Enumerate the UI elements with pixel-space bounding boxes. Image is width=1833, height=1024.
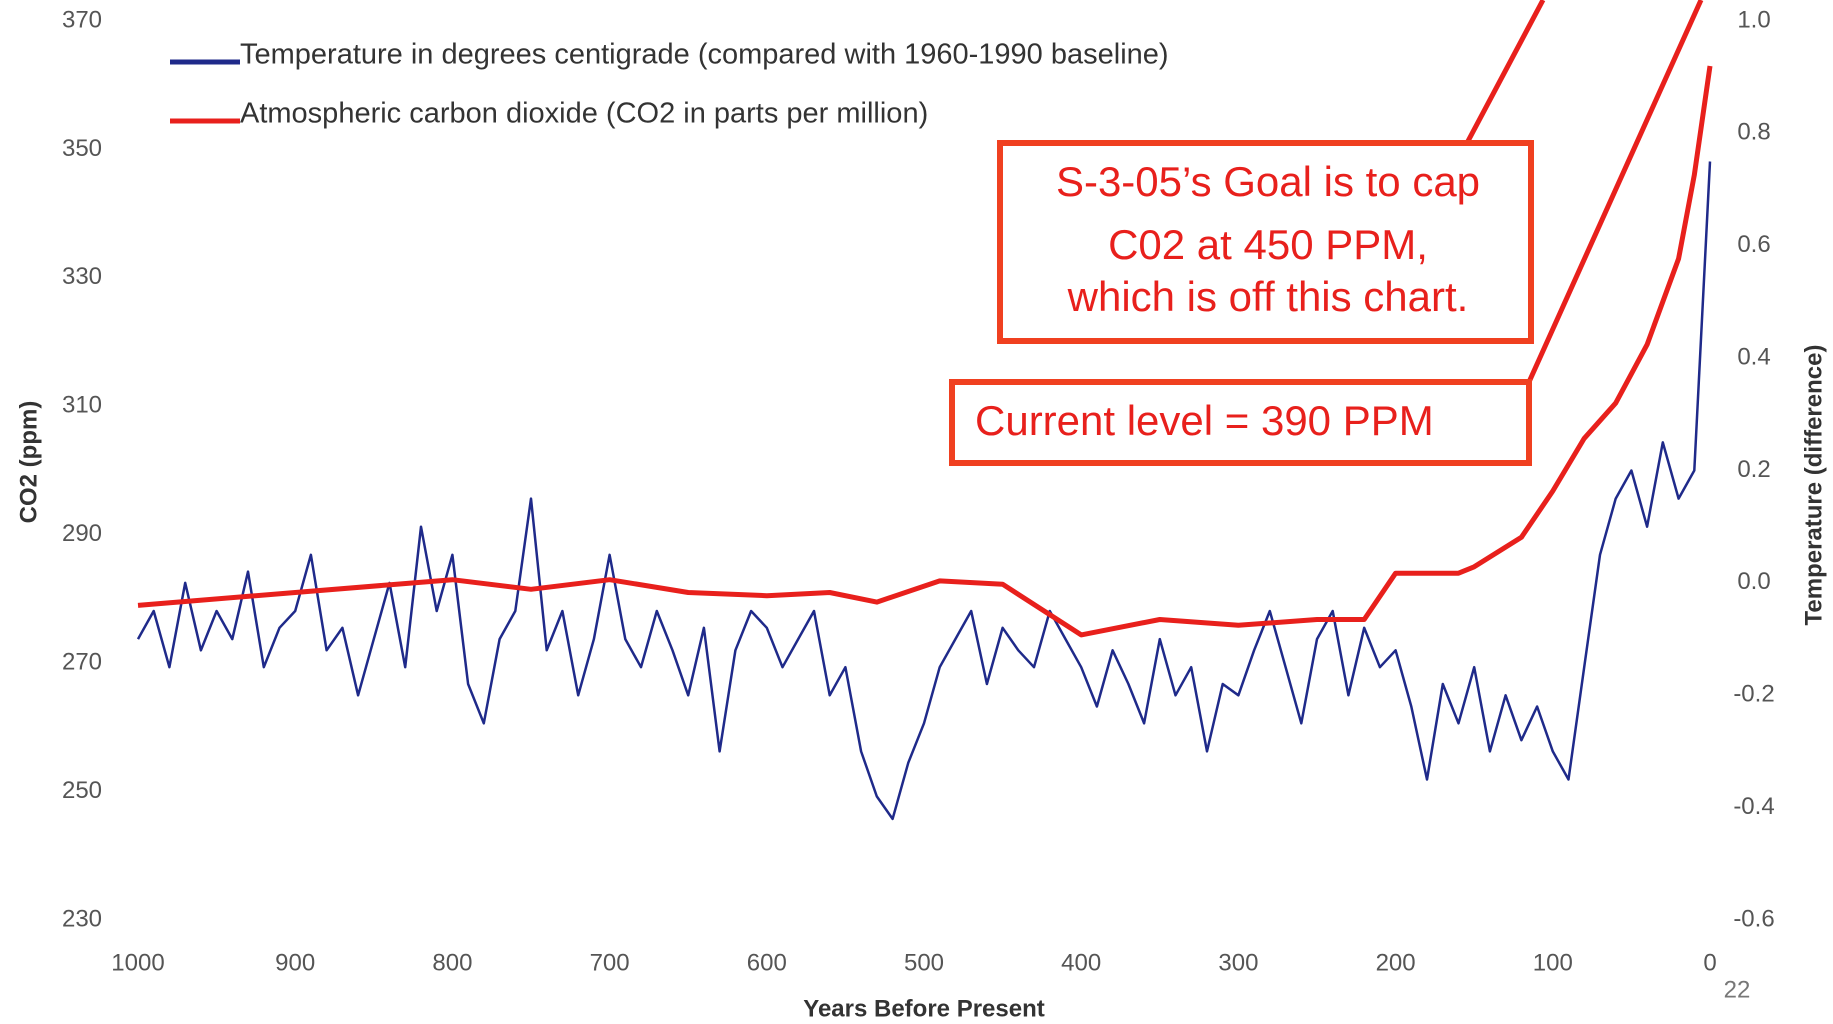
x-tick-label: 600 xyxy=(747,949,787,976)
annotation-text: S-3-05’s Goal is to cap xyxy=(1056,158,1480,205)
annotation-text: C02 at 450 PPM, xyxy=(1108,221,1428,268)
annotation-box xyxy=(949,379,1532,466)
annotation-box xyxy=(997,140,1534,344)
y2-tick-label: -0.4 xyxy=(1733,793,1774,820)
y2-axis-label: Temperature (difference) xyxy=(1800,345,1827,626)
x-tick-label: 500 xyxy=(904,949,944,976)
data-line xyxy=(136,161,1712,821)
x-tick-label: 100 xyxy=(1533,949,1573,976)
y-tick-label: 290 xyxy=(62,520,102,547)
x-tick-label: 900 xyxy=(275,949,315,976)
y2-tick-label: 0.6 xyxy=(1737,231,1770,258)
x-tick-label: 800 xyxy=(432,949,472,976)
annotation-text: which is off this chart. xyxy=(1067,273,1469,320)
y-tick-label: 330 xyxy=(62,263,102,290)
callout-line xyxy=(1526,0,1704,384)
x-tick-label: 300 xyxy=(1218,949,1258,976)
y2-tick-label: 0.0 xyxy=(1737,568,1770,595)
x-tick-label: 0 xyxy=(1703,949,1716,976)
y-tick-label: 370 xyxy=(62,6,102,33)
x-tick-label: 1000 xyxy=(111,949,164,976)
y2-tick-label: 0.2 xyxy=(1737,456,1770,483)
page-number: 22 xyxy=(1724,976,1751,1003)
y2-tick-label: -0.6 xyxy=(1733,905,1774,932)
legend-label: Temperature in degrees centigrade (compa… xyxy=(240,39,1169,71)
annotation-text: Current level = 390 PPM xyxy=(975,397,1434,444)
y-tick-label: 350 xyxy=(62,135,102,162)
y-tick-label: 270 xyxy=(62,648,102,675)
x-axis-label: Years Before Present xyxy=(803,995,1044,1022)
x-tick-label: 200 xyxy=(1376,949,1416,976)
data-line xyxy=(137,65,1713,638)
y-axis-label: CO2 (ppm) xyxy=(15,401,42,524)
y-tick-label: 250 xyxy=(62,777,102,804)
y2-tick-label: 0.8 xyxy=(1737,119,1770,146)
y2-tick-label: 0.4 xyxy=(1737,343,1770,370)
y-tick-label: 310 xyxy=(62,392,102,419)
callout-line xyxy=(1464,0,1546,145)
y2-tick-label: -0.2 xyxy=(1733,681,1774,708)
legend-label: Atmospheric carbon dioxide (CO2 in parts… xyxy=(240,98,928,130)
y-tick-label: 230 xyxy=(62,905,102,932)
x-tick-label: 700 xyxy=(590,949,630,976)
x-tick-label: 400 xyxy=(1061,949,1101,976)
y2-tick-label: 1.0 xyxy=(1737,6,1770,33)
